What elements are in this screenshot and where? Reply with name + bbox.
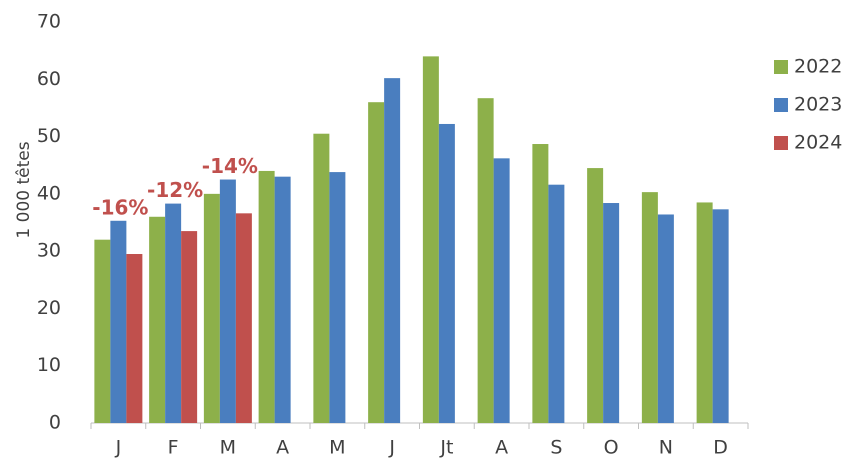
x-tick-label: Jt xyxy=(439,437,453,459)
x-tick-label: M xyxy=(220,437,236,459)
bar xyxy=(313,133,330,423)
bar xyxy=(219,179,236,423)
bar xyxy=(384,78,401,423)
bar xyxy=(657,214,674,423)
bar xyxy=(548,184,565,423)
bar xyxy=(126,254,143,423)
legend-swatch xyxy=(774,60,788,74)
legend-label: 2022 xyxy=(794,56,842,78)
y-axis-label: 1 000 têtes xyxy=(14,141,34,238)
y-tick-label: 10 xyxy=(37,354,61,376)
x-tick-label: D xyxy=(713,437,728,459)
bar xyxy=(165,203,182,423)
bar xyxy=(438,123,455,424)
y-tick-label: 60 xyxy=(37,68,61,90)
bar xyxy=(203,193,220,423)
bar xyxy=(712,209,729,423)
annotation: -12% xyxy=(147,178,203,202)
annotation: -16% xyxy=(92,195,148,219)
y-tick-label: 20 xyxy=(37,297,61,319)
x-tick-label: N xyxy=(659,437,673,459)
bar xyxy=(641,192,658,423)
x-tick-label: J xyxy=(115,437,122,459)
x-tick-label: O xyxy=(604,437,619,459)
y-tick-label: 50 xyxy=(37,125,61,147)
x-tick-label: A xyxy=(495,437,508,459)
x-tick-label: A xyxy=(276,437,289,459)
bar xyxy=(477,98,494,423)
y-tick-label: 70 xyxy=(37,11,61,33)
y-tick-label: 0 xyxy=(49,412,61,434)
bar xyxy=(696,202,713,423)
legend-swatch xyxy=(774,98,788,112)
y-tick-label: 30 xyxy=(37,240,61,262)
bar xyxy=(493,158,510,423)
bar xyxy=(603,203,620,423)
legend-swatch xyxy=(774,136,788,150)
annotation: -14% xyxy=(202,154,258,178)
bar xyxy=(181,231,198,423)
bar xyxy=(422,56,439,423)
x-tick-label: J xyxy=(388,437,395,459)
bar xyxy=(258,170,275,423)
bar xyxy=(587,168,604,423)
x-tick-label: S xyxy=(550,437,562,459)
bar xyxy=(532,144,549,424)
legend-label: 2023 xyxy=(794,94,842,116)
bar xyxy=(368,102,385,423)
bar xyxy=(94,239,111,423)
bar xyxy=(235,213,252,423)
bar xyxy=(110,220,127,423)
y-tick-label: 40 xyxy=(37,182,61,204)
bar xyxy=(329,172,346,423)
x-tick-label: F xyxy=(168,437,179,459)
legend-label: 2024 xyxy=(794,132,842,154)
bar xyxy=(274,176,291,423)
bar xyxy=(149,216,166,423)
x-tick-label: M xyxy=(329,437,345,459)
